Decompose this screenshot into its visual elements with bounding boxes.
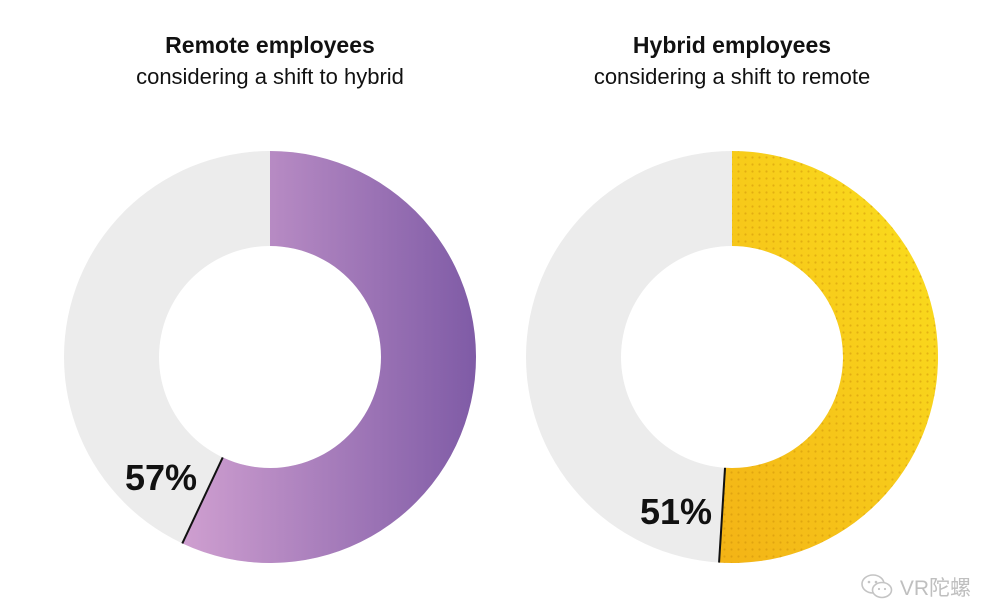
chart-title-hybrid-heading: Hybrid employees (632, 32, 832, 58)
chart-title-hybrid: Hybrid employees considering a shift to … (522, 30, 942, 92)
donut-remote-segment (182, 151, 476, 563)
donut-remote-percent-label: 57% (125, 457, 197, 498)
donut-hybrid-percent-label: 51% (640, 491, 712, 532)
donut-remote: 57% (64, 151, 476, 563)
chart-title-remote-heading: Remote employees (165, 32, 375, 58)
chart-title-hybrid-subtitle: considering a shift to remote (593, 64, 871, 89)
watermark-text: VR陀螺 (899, 577, 971, 600)
watermark: VR陀螺 (860, 572, 971, 602)
donut-hybrid-segment-dot-texture (719, 151, 939, 564)
wechat-icon (861, 574, 893, 599)
chart-title-remote: Remote employees considering a shift to … (60, 30, 480, 92)
chart-title-remote-subtitle: considering a shift to hybrid (136, 64, 404, 89)
donut-hybrid-leader-line (718, 467, 727, 563)
donut-hybrid: 51% (526, 151, 939, 564)
donut-remote-leader-line (181, 457, 224, 544)
